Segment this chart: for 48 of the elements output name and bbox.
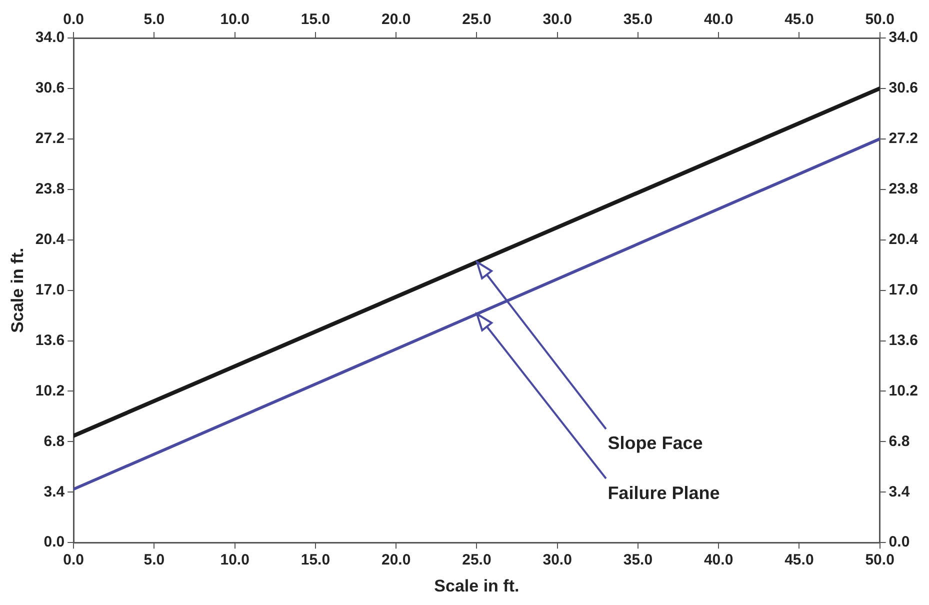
y-tick-label: 17.0 [35,281,65,298]
y-tick-label: 10.2 [35,382,65,400]
x-tick-label: 15.0 [300,552,330,569]
x-tick-label: 10.0 [220,552,250,569]
y-axis-title: Scale in ft. [8,248,27,333]
y-tick-label: 30.6 [35,80,65,97]
y2-tick-label: 3.4 [888,483,910,500]
x-tick-label: 40.0 [704,552,734,569]
x2-tick-label: 40.0 [704,11,734,28]
x-axis-title: Scale in ft. [434,576,520,596]
x-tick-label: 50.0 [865,552,894,569]
x-tick-label: 25.0 [462,552,492,569]
x2-tick-label: 35.0 [623,11,653,28]
y-tick-label: 6.8 [44,432,65,450]
y2-tick-label: 34.0 [888,29,918,46]
annotation: Slope Face [608,433,703,454]
x-tick-label: 30.0 [542,552,572,569]
y2-tick-label: 20.4 [888,230,919,248]
x2-tick-label: 15.0 [300,11,330,28]
y2-tick-label: 30.6 [888,80,918,97]
y-tick-label: 27.2 [35,130,65,148]
y-tick-label: 13.6 [35,332,65,349]
x2-tick-label: 0.0 [63,11,84,28]
x2-tick-label: 25.0 [462,11,492,28]
y-tick-label: 20.4 [35,230,66,248]
x-tick-label: 0.0 [63,552,84,569]
y2-tick-label: 17.0 [888,281,918,298]
annotation: Failure Plane [608,482,720,504]
y-tick-label: 3.4 [44,483,66,500]
y-tick-label: 0.0 [44,534,65,551]
y2-tick-label: 27.2 [888,130,918,148]
y2-tick-label: 0.0 [888,534,910,551]
y2-tick-label: 6.8 [888,432,910,450]
x2-tick-label: 20.0 [381,11,411,28]
x-tick-label: 20.0 [381,552,411,569]
x2-tick-label: 50.0 [865,11,894,28]
x2-tick-label: 45.0 [784,11,814,28]
y2-tick-label: 10.2 [888,382,918,400]
y2-tick-label: 23.8 [888,180,918,198]
x-tick-label: 45.0 [784,552,814,569]
y-tick-label: 23.8 [35,180,65,198]
x2-tick-label: 10.0 [220,11,250,28]
x-tick-label: 35.0 [623,552,653,569]
x2-tick-label: 30.0 [542,11,572,28]
y-tick-label: 34.0 [35,29,65,46]
x2-tick-label: 5.0 [144,11,165,28]
y2-tick-label: 13.6 [888,332,918,349]
x-tick-label: 5.0 [144,552,165,569]
